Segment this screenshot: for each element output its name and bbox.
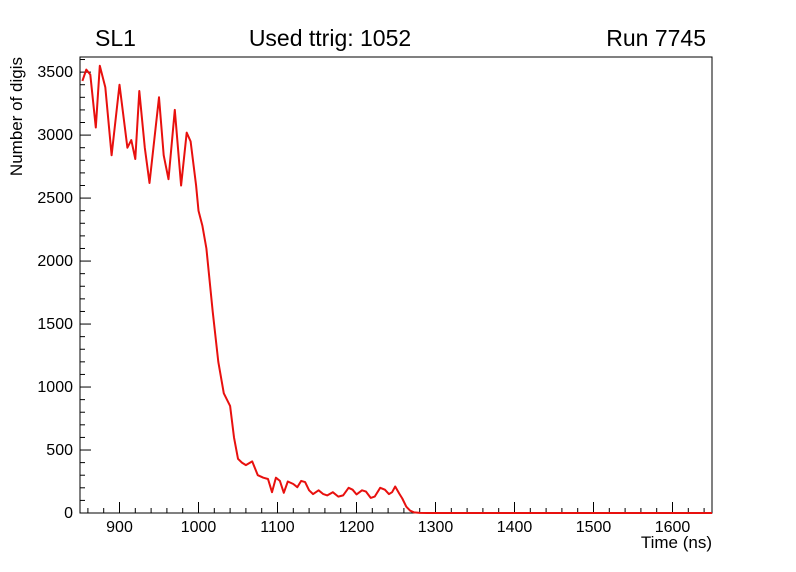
chart-title: Used ttrig: 1052: [248, 25, 412, 51]
y-tick-label: 500: [46, 442, 73, 459]
x-axis-title: Time (ns): [641, 533, 712, 552]
y-tick-label: 1500: [37, 316, 73, 333]
y-axis-title: Number of digis: [7, 57, 26, 176]
x-tick-label: 1500: [576, 519, 612, 536]
y-tick-label: 0: [64, 505, 73, 522]
plot-frame: [79, 56, 713, 514]
digis-line: [81, 64, 712, 514]
y-tick-label: 2500: [37, 190, 73, 207]
x-tick-label: 1300: [418, 519, 454, 536]
x-tick-label: 1600: [655, 519, 691, 536]
run-number-label: Run 7745: [606, 25, 706, 51]
x-tick-label: 1100: [260, 519, 295, 536]
superlayer-label: SL1: [95, 25, 136, 51]
y-tick-label: 3000: [37, 127, 73, 144]
y-tick-label: 3500: [37, 64, 73, 81]
x-tick-label: 1000: [181, 519, 217, 536]
y-tick-label: 2000: [37, 253, 73, 270]
x-tick-label: 1400: [497, 519, 533, 536]
x-tick-label: 900: [106, 519, 133, 536]
y-tick-label: 1000: [37, 379, 73, 396]
x-tick-label: 1200: [339, 519, 375, 536]
